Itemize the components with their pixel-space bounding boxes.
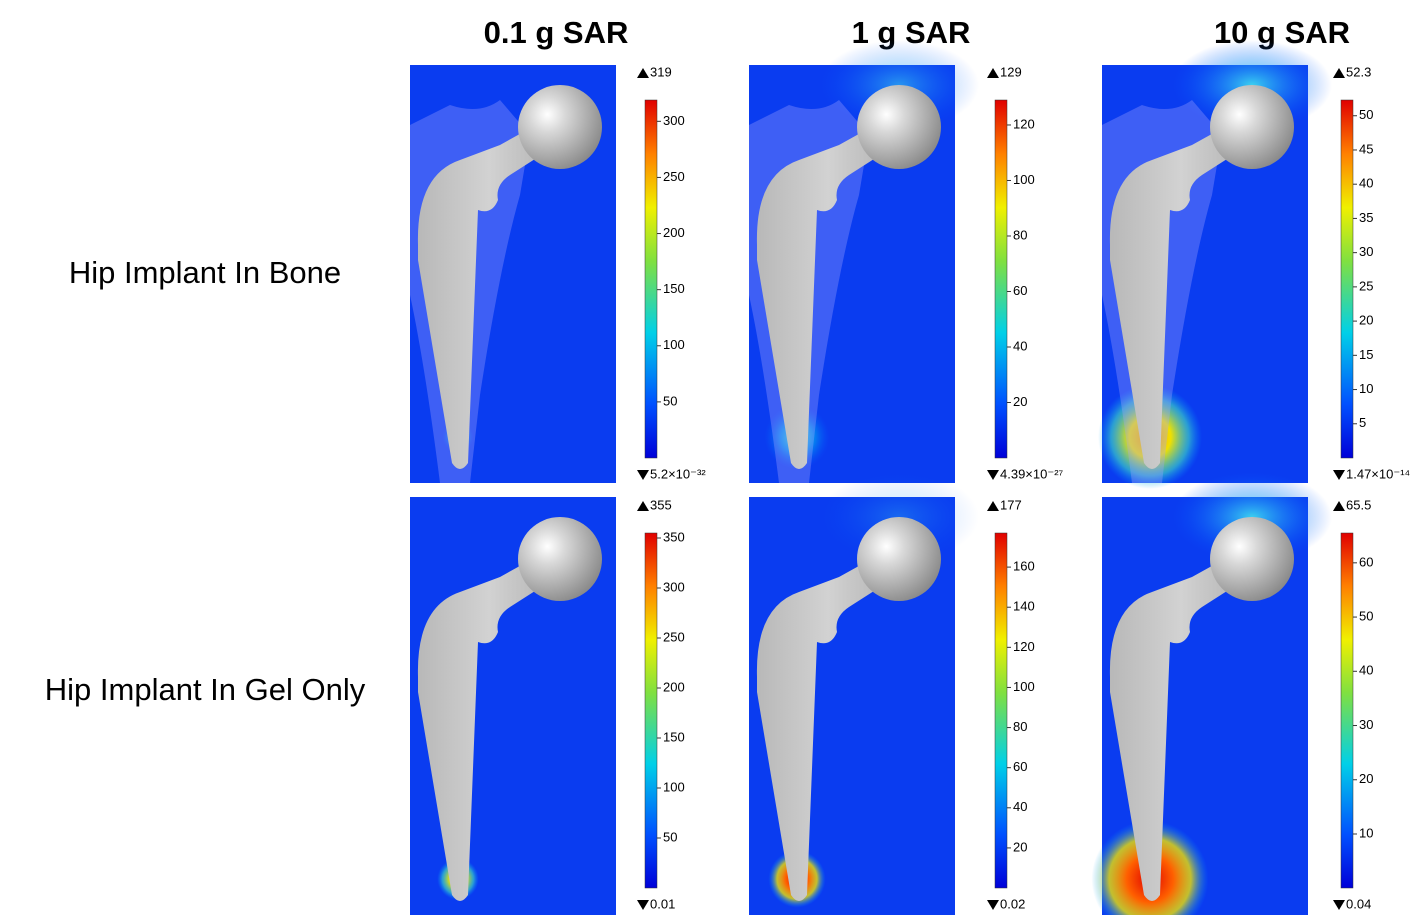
colorbar-tick-label: 250 xyxy=(663,629,685,644)
simulation-panel xyxy=(1091,472,1332,920)
colorbar-tick-label: 20 xyxy=(1359,313,1373,328)
simulation-panel xyxy=(1098,40,1332,489)
colorbar-tick-label: 20 xyxy=(1359,771,1373,786)
colorbar xyxy=(1340,99,1354,459)
colorbar-tick-label: 100 xyxy=(1013,172,1035,187)
colorbar-tick-label: 150 xyxy=(663,281,685,296)
colorbar-tick-label: 120 xyxy=(1013,116,1035,131)
colorbar-tick-label: 20 xyxy=(1013,394,1027,409)
row-label: Hip Implant In Bone xyxy=(69,255,341,290)
min-marker xyxy=(1333,470,1345,480)
colorbar-tick-label: 200 xyxy=(663,225,685,240)
colorbar-tick-label: 5 xyxy=(1359,415,1366,430)
min-marker xyxy=(637,470,649,480)
colorbar-max-label: 52.3 xyxy=(1346,64,1371,79)
colorbar-tick-label: 50 xyxy=(1359,608,1373,623)
colorbar-tick-label: 100 xyxy=(663,779,685,794)
colorbar xyxy=(1340,532,1354,889)
max-marker xyxy=(637,501,649,511)
colorbar-tick-label: 60 xyxy=(1013,759,1027,774)
implant-head xyxy=(1210,85,1294,169)
colorbar-max-label: 319 xyxy=(650,64,672,79)
colorbar-tick-label: 120 xyxy=(1013,639,1035,654)
row-label: Hip Implant In Gel Only xyxy=(45,672,366,707)
implant-head xyxy=(518,517,602,601)
implant-stem xyxy=(417,552,560,901)
colorbar-tick-label: 40 xyxy=(1359,663,1373,678)
colorbar-tick-label: 10 xyxy=(1359,825,1373,840)
colorbar-tick-label: 150 xyxy=(663,729,685,744)
colorbar-tick-label: 60 xyxy=(1359,554,1373,569)
colorbar-tick-label: 50 xyxy=(663,393,677,408)
min-marker xyxy=(1333,900,1345,910)
colorbar-min-label: 0.02 xyxy=(1000,896,1025,911)
implant-stem xyxy=(1109,552,1252,901)
simulation-panel xyxy=(410,65,616,483)
colorbar-tick-label: 200 xyxy=(663,679,685,694)
colorbar-tick-label: 300 xyxy=(663,113,685,128)
column-title: 0.1 g SAR xyxy=(484,15,629,50)
max-marker xyxy=(1333,68,1345,78)
colorbar-tick-label: 300 xyxy=(663,579,685,594)
max-marker xyxy=(987,501,999,511)
implant-stem xyxy=(417,120,560,469)
colorbar-tick-label: 60 xyxy=(1013,283,1027,298)
colorbar-tick-label: 15 xyxy=(1359,347,1373,362)
colorbar-tick-label: 140 xyxy=(1013,599,1035,614)
colorbar xyxy=(644,99,658,459)
colorbar-min-label: 0.04 xyxy=(1346,896,1371,911)
implant-stem xyxy=(756,552,899,901)
colorbar-tick-label: 160 xyxy=(1013,559,1035,574)
colorbar-tick-label: 350 xyxy=(663,529,685,544)
colorbar-max-label: 177 xyxy=(1000,497,1022,512)
colorbar-min-label: 1.47×10⁻¹⁴ xyxy=(1346,466,1410,481)
min-marker xyxy=(987,470,999,480)
implant-head xyxy=(857,85,941,169)
colorbar-max-label: 129 xyxy=(1000,64,1022,79)
colorbar-tick-label: 80 xyxy=(1013,227,1027,242)
colorbar-max-label: 65.5 xyxy=(1346,497,1371,512)
colorbar-tick-label: 30 xyxy=(1359,244,1373,259)
max-marker xyxy=(637,68,649,78)
colorbar-min-label: 4.39×10⁻²⁷ xyxy=(1000,466,1064,481)
colorbar xyxy=(644,532,658,889)
colorbar xyxy=(994,532,1008,889)
implant-stem xyxy=(1109,120,1252,469)
colorbar-min-label: 5.2×10⁻³² xyxy=(650,466,706,481)
colorbar-tick-label: 50 xyxy=(1359,107,1373,122)
implant-head xyxy=(857,517,941,601)
colorbar-tick-label: 25 xyxy=(1359,278,1373,293)
colorbar-tick-label: 10 xyxy=(1359,381,1373,396)
colorbar-tick-label: 35 xyxy=(1359,210,1373,225)
simulation-panel xyxy=(749,472,979,915)
simulation-panel xyxy=(749,40,979,483)
implant-head xyxy=(518,85,602,169)
colorbar-tick-label: 40 xyxy=(1013,799,1027,814)
colorbar-tick-label: 80 xyxy=(1013,719,1027,734)
max-marker xyxy=(1333,501,1345,511)
colorbar xyxy=(994,99,1008,459)
max-marker xyxy=(987,68,999,78)
colorbar-tick-label: 40 xyxy=(1013,338,1027,353)
implant-stem xyxy=(756,120,899,469)
colorbar-tick-label: 50 xyxy=(663,829,677,844)
colorbar-tick-label: 20 xyxy=(1013,839,1027,854)
colorbar-tick-label: 30 xyxy=(1359,717,1373,732)
min-marker xyxy=(987,900,999,910)
min-marker xyxy=(637,900,649,910)
simulation-panel xyxy=(410,497,616,915)
colorbar-tick-label: 100 xyxy=(663,337,685,352)
colorbar-tick-label: 45 xyxy=(1359,141,1373,156)
colorbar-tick-label: 100 xyxy=(1013,679,1035,694)
colorbar-min-label: 0.01 xyxy=(650,896,675,911)
colorbar-tick-label: 40 xyxy=(1359,176,1373,191)
implant-head xyxy=(1210,517,1294,601)
colorbar-max-label: 355 xyxy=(650,497,672,512)
colorbar-tick-label: 250 xyxy=(663,169,685,184)
